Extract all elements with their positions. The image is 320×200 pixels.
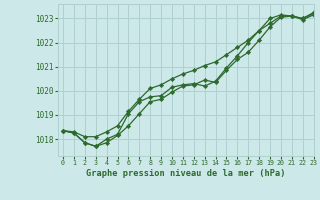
X-axis label: Graphe pression niveau de la mer (hPa): Graphe pression niveau de la mer (hPa) [86, 169, 285, 178]
